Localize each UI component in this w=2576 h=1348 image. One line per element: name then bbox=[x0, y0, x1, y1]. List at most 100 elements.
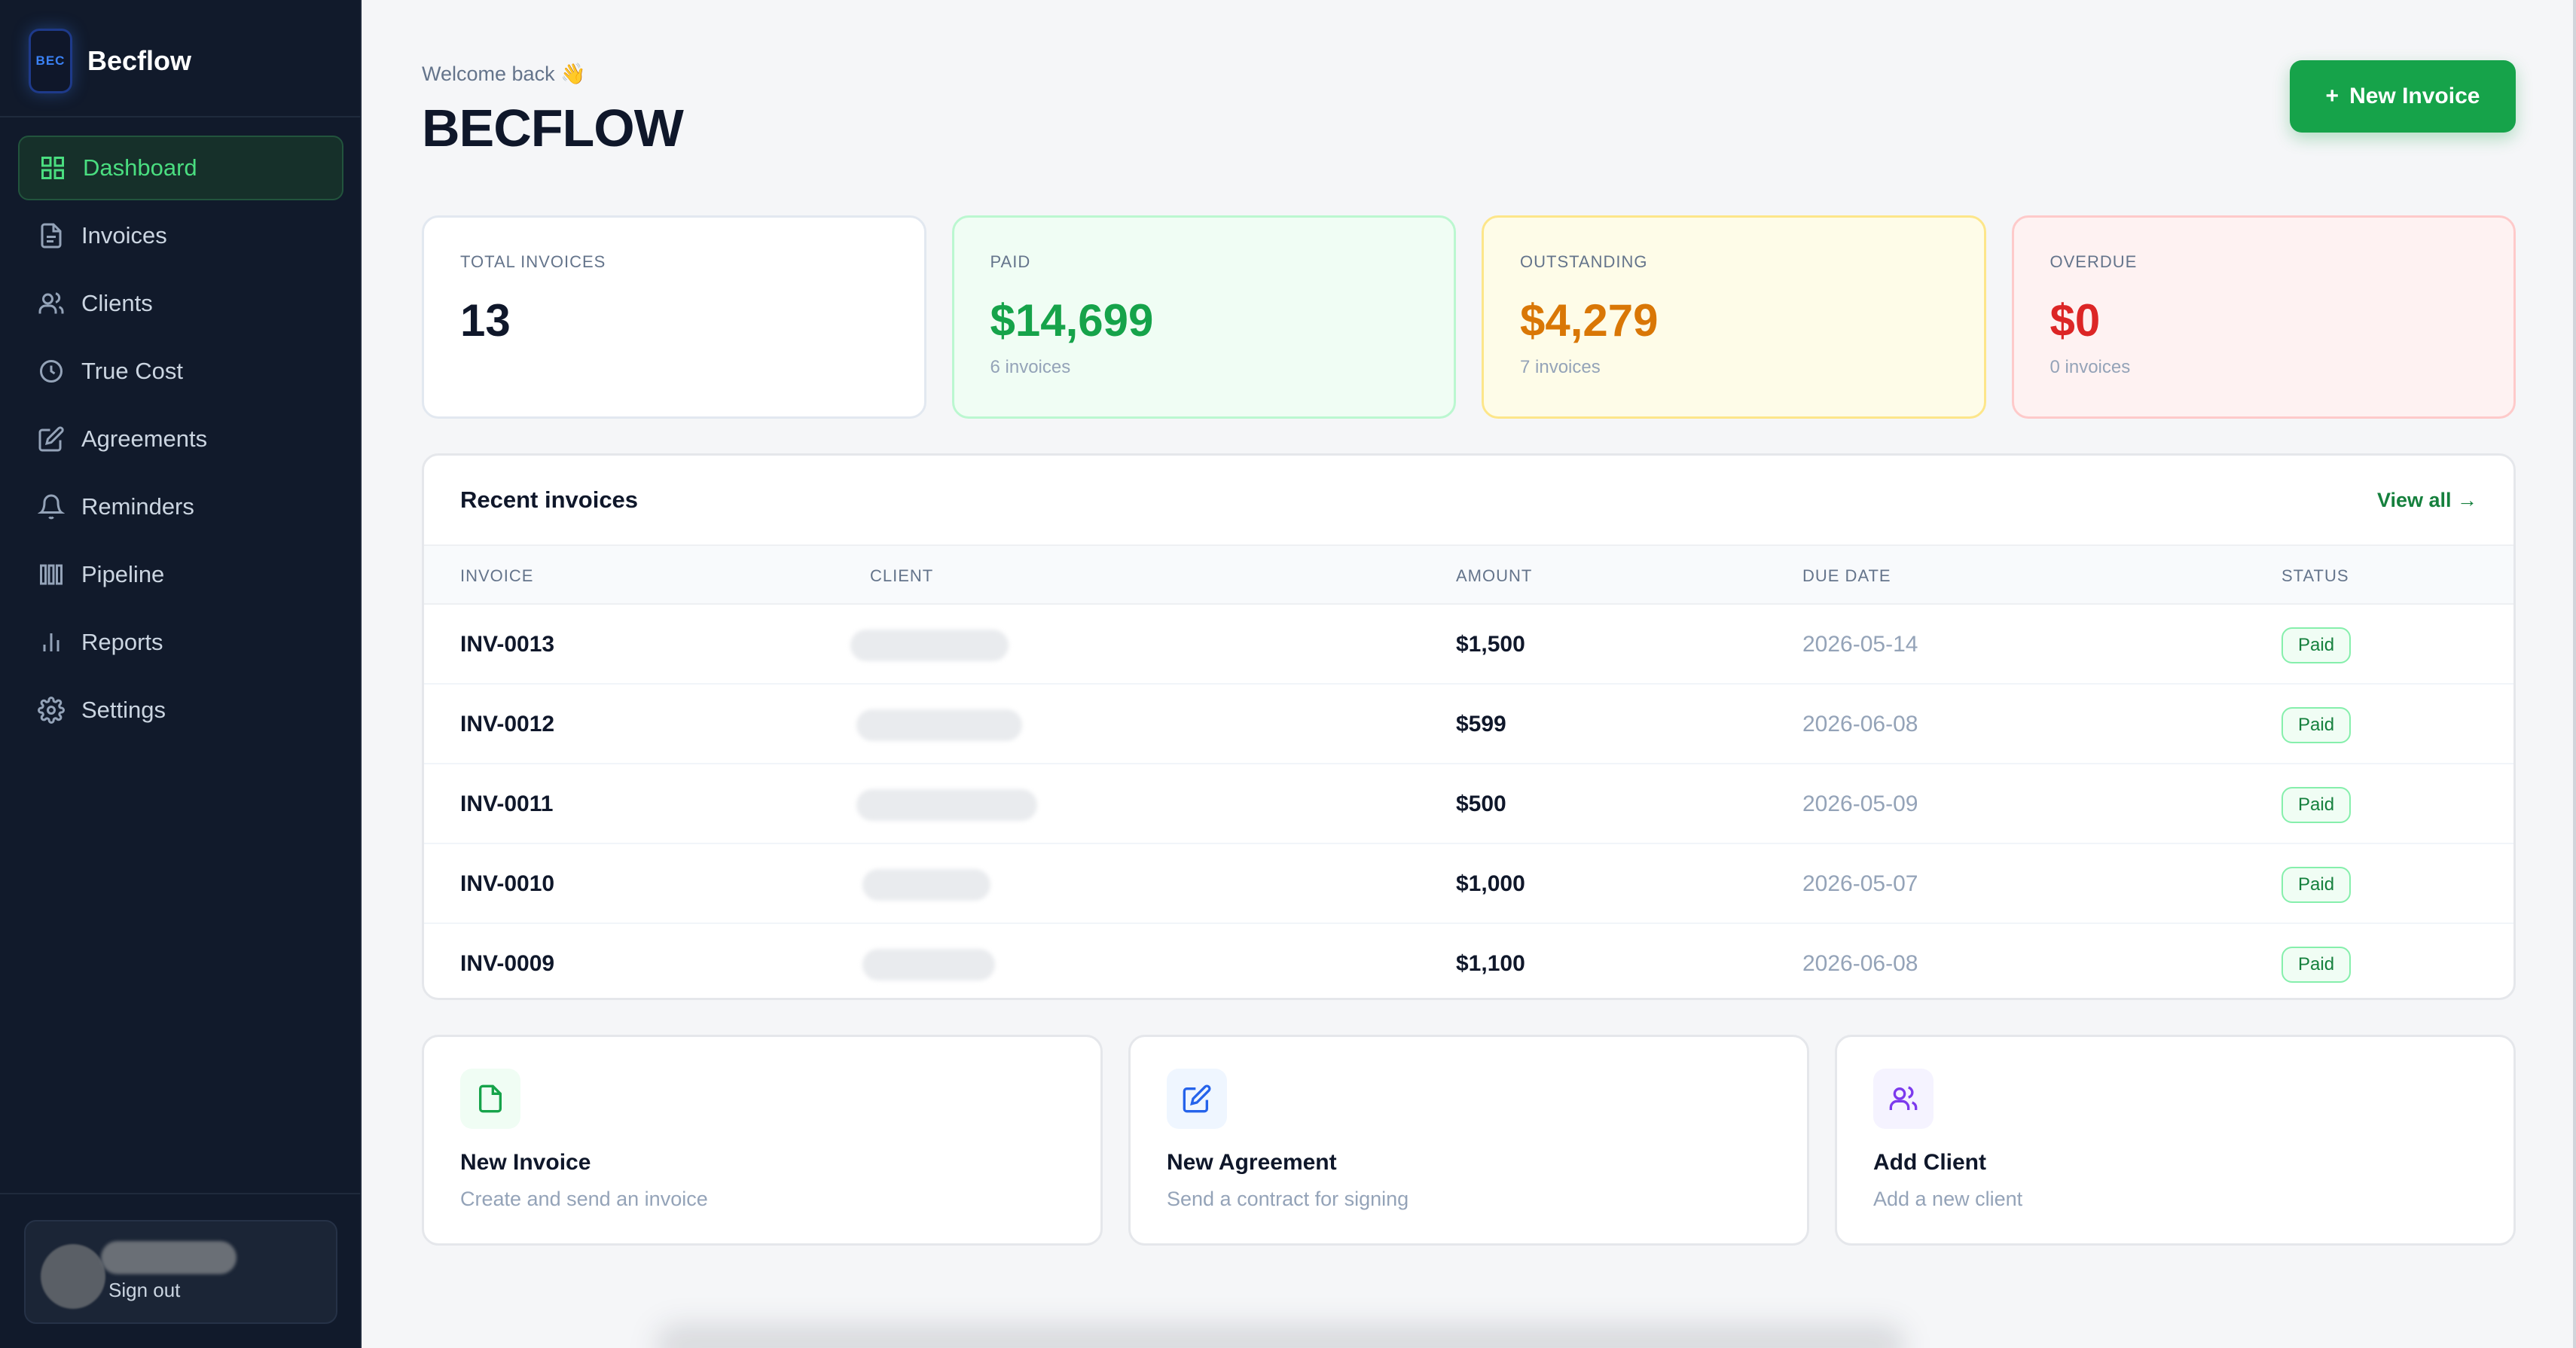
invoice-due-date: 2026-06-08 bbox=[1802, 951, 1918, 976]
sidebar-item-invoices[interactable]: Invoices bbox=[18, 203, 343, 268]
new-invoice-action-card[interactable]: New Invoice Create and send an invoice bbox=[422, 1035, 1103, 1246]
stat-subtext: 0 invoices bbox=[2050, 357, 2131, 377]
invoice-amount: $500 bbox=[1456, 791, 1506, 816]
action-description: Send a contract for signing bbox=[1167, 1188, 1409, 1210]
status-badge: Paid bbox=[2281, 707, 2352, 743]
invoice-amount: $1,100 bbox=[1456, 951, 1525, 976]
sidebar-item-label: Agreements bbox=[81, 425, 208, 452]
pen-square-icon bbox=[38, 425, 65, 453]
view-all-link[interactable]: View all → bbox=[2376, 488, 2477, 511]
stat-subtext: 6 invoices bbox=[990, 357, 1071, 377]
gear-icon bbox=[38, 697, 65, 724]
avatar bbox=[41, 1244, 105, 1309]
sidebar-item-label: Pipeline bbox=[81, 561, 165, 587]
invoice-amount: $1,500 bbox=[1456, 632, 1525, 657]
table-row[interactable]: INV-0010 $1,000 2026-05-07 Paid bbox=[424, 844, 2513, 924]
client-name-redacted bbox=[862, 869, 990, 901]
client-name-redacted bbox=[850, 630, 1009, 661]
sidebar-item-label: Invoices bbox=[81, 222, 167, 249]
stat-label: OVERDUE bbox=[2050, 252, 2138, 271]
user-name-redacted bbox=[101, 1241, 237, 1274]
invoice-number[interactable]: INV-0010 bbox=[460, 871, 555, 896]
brand[interactable]: BEC Becflow bbox=[29, 29, 191, 93]
quick-actions: New Invoice Create and send an invoice N… bbox=[422, 1035, 2516, 1246]
sidebar-item-clients[interactable]: Clients bbox=[18, 271, 343, 336]
sidebar-nav: Dashboard Invoices Clients True Cost Agr… bbox=[18, 136, 343, 746]
card-header: Recent invoices View all → bbox=[424, 456, 2513, 544]
client-name-redacted bbox=[856, 709, 1022, 741]
action-title: New Invoice bbox=[460, 1150, 591, 1175]
stat-card-total: TOTAL INVOICES 13 bbox=[422, 215, 926, 419]
sidebar-item-pipeline[interactable]: Pipeline bbox=[18, 542, 343, 607]
sidebar-item-true-cost[interactable]: True Cost bbox=[18, 339, 343, 404]
table-row[interactable]: INV-0011 $500 2026-05-09 Paid bbox=[424, 764, 2513, 844]
sidebar-item-reminders[interactable]: Reminders bbox=[18, 474, 343, 539]
plus-icon: + bbox=[2325, 84, 2339, 108]
action-title: New Agreement bbox=[1167, 1150, 1337, 1175]
stat-value: 13 bbox=[460, 295, 511, 346]
sidebar-item-reports[interactable]: Reports bbox=[18, 610, 343, 675]
sidebar-item-label: Settings bbox=[81, 697, 166, 723]
action-title: Add Client bbox=[1873, 1150, 1986, 1175]
divider bbox=[0, 1193, 362, 1194]
column-header-amount[interactable]: AMOUNT bbox=[1456, 566, 1533, 585]
stat-label: OUTSTANDING bbox=[1520, 252, 1648, 271]
recent-invoices-card: Recent invoices View all → INVOICE CLIEN… bbox=[422, 453, 2516, 1000]
window-edge bbox=[2573, 0, 2576, 1348]
stats-row: TOTAL INVOICES 13 PAID $14,699 6 invoice… bbox=[422, 215, 2516, 419]
table-row[interactable]: INV-0013 $1,500 2026-05-14 Paid bbox=[424, 605, 2513, 685]
table-row[interactable]: INV-0009 $1,100 2026-06-08 Paid bbox=[424, 924, 2513, 998]
client-name-redacted bbox=[862, 949, 995, 981]
sidebar: BEC Becflow Dashboard Invoices Clients bbox=[0, 0, 362, 1348]
action-description: Add a new client bbox=[1873, 1188, 2023, 1210]
table-header: INVOICE CLIENT AMOUNT DUE DATE STATUS bbox=[424, 544, 2513, 605]
invoice-due-date: 2026-05-14 bbox=[1802, 632, 1918, 657]
add-client-action-card[interactable]: Add Client Add a new client bbox=[1835, 1035, 2516, 1246]
bar-chart-icon bbox=[38, 629, 65, 656]
stat-value: $4,279 bbox=[1520, 295, 1659, 346]
grid-icon bbox=[39, 154, 66, 181]
column-header-status[interactable]: STATUS bbox=[2281, 566, 2349, 585]
new-invoice-button[interactable]: + New Invoice bbox=[2290, 60, 2516, 133]
card-title: Recent invoices bbox=[460, 486, 639, 513]
column-header-invoice[interactable]: INVOICE bbox=[460, 566, 534, 585]
sign-out-link[interactable]: Sign out bbox=[108, 1279, 181, 1301]
welcome-text: Welcome back 👋 bbox=[422, 63, 586, 85]
new-invoice-button-label: New Invoice bbox=[2349, 84, 2480, 108]
users-icon bbox=[38, 290, 65, 317]
brand-name: Becflow bbox=[87, 45, 192, 76]
stat-label: PAID bbox=[990, 252, 1031, 271]
stat-value: $0 bbox=[2050, 295, 2101, 346]
clock-icon bbox=[38, 358, 65, 385]
bell-icon bbox=[38, 493, 65, 520]
stat-value: $14,699 bbox=[990, 295, 1154, 346]
status-badge: Paid bbox=[2281, 947, 2352, 983]
stat-card-outstanding: OUTSTANDING $4,279 7 invoices bbox=[1482, 215, 1986, 419]
pen-square-icon bbox=[1167, 1069, 1227, 1129]
columns-icon bbox=[38, 561, 65, 588]
sidebar-item-dashboard[interactable]: Dashboard bbox=[18, 136, 343, 200]
table-row[interactable]: INV-0012 $599 2026-06-08 Paid bbox=[424, 685, 2513, 764]
main-content: Welcome back 👋 BECFLOW + New Invoice TOT… bbox=[362, 0, 2576, 1348]
column-header-client[interactable]: CLIENT bbox=[870, 566, 934, 585]
invoice-number[interactable]: INV-0012 bbox=[460, 712, 555, 737]
user-card[interactable]: Sign out bbox=[24, 1220, 337, 1324]
sidebar-item-settings[interactable]: Settings bbox=[18, 678, 343, 743]
invoice-number[interactable]: INV-0011 bbox=[460, 791, 554, 816]
sidebar-item-label: Reports bbox=[81, 629, 163, 655]
invoice-due-date: 2026-06-08 bbox=[1802, 712, 1918, 737]
invoice-number[interactable]: INV-0013 bbox=[460, 632, 555, 657]
invoice-number[interactable]: INV-0009 bbox=[460, 951, 555, 976]
sidebar-item-agreements[interactable]: Agreements bbox=[18, 407, 343, 471]
invoice-amount: $599 bbox=[1456, 712, 1506, 737]
file-icon bbox=[38, 222, 65, 249]
new-agreement-action-card[interactable]: New Agreement Send a contract for signin… bbox=[1128, 1035, 1809, 1246]
stat-subtext: 7 invoices bbox=[1520, 357, 1601, 377]
users-icon bbox=[1873, 1069, 1934, 1129]
status-badge: Paid bbox=[2281, 867, 2352, 903]
sidebar-item-label: Dashboard bbox=[83, 154, 197, 181]
floating-bar-shadow bbox=[655, 1324, 1906, 1348]
column-header-due-date[interactable]: DUE DATE bbox=[1802, 566, 1891, 585]
stat-label: TOTAL INVOICES bbox=[460, 252, 606, 271]
stat-card-overdue: OVERDUE $0 0 invoices bbox=[2011, 215, 2516, 419]
